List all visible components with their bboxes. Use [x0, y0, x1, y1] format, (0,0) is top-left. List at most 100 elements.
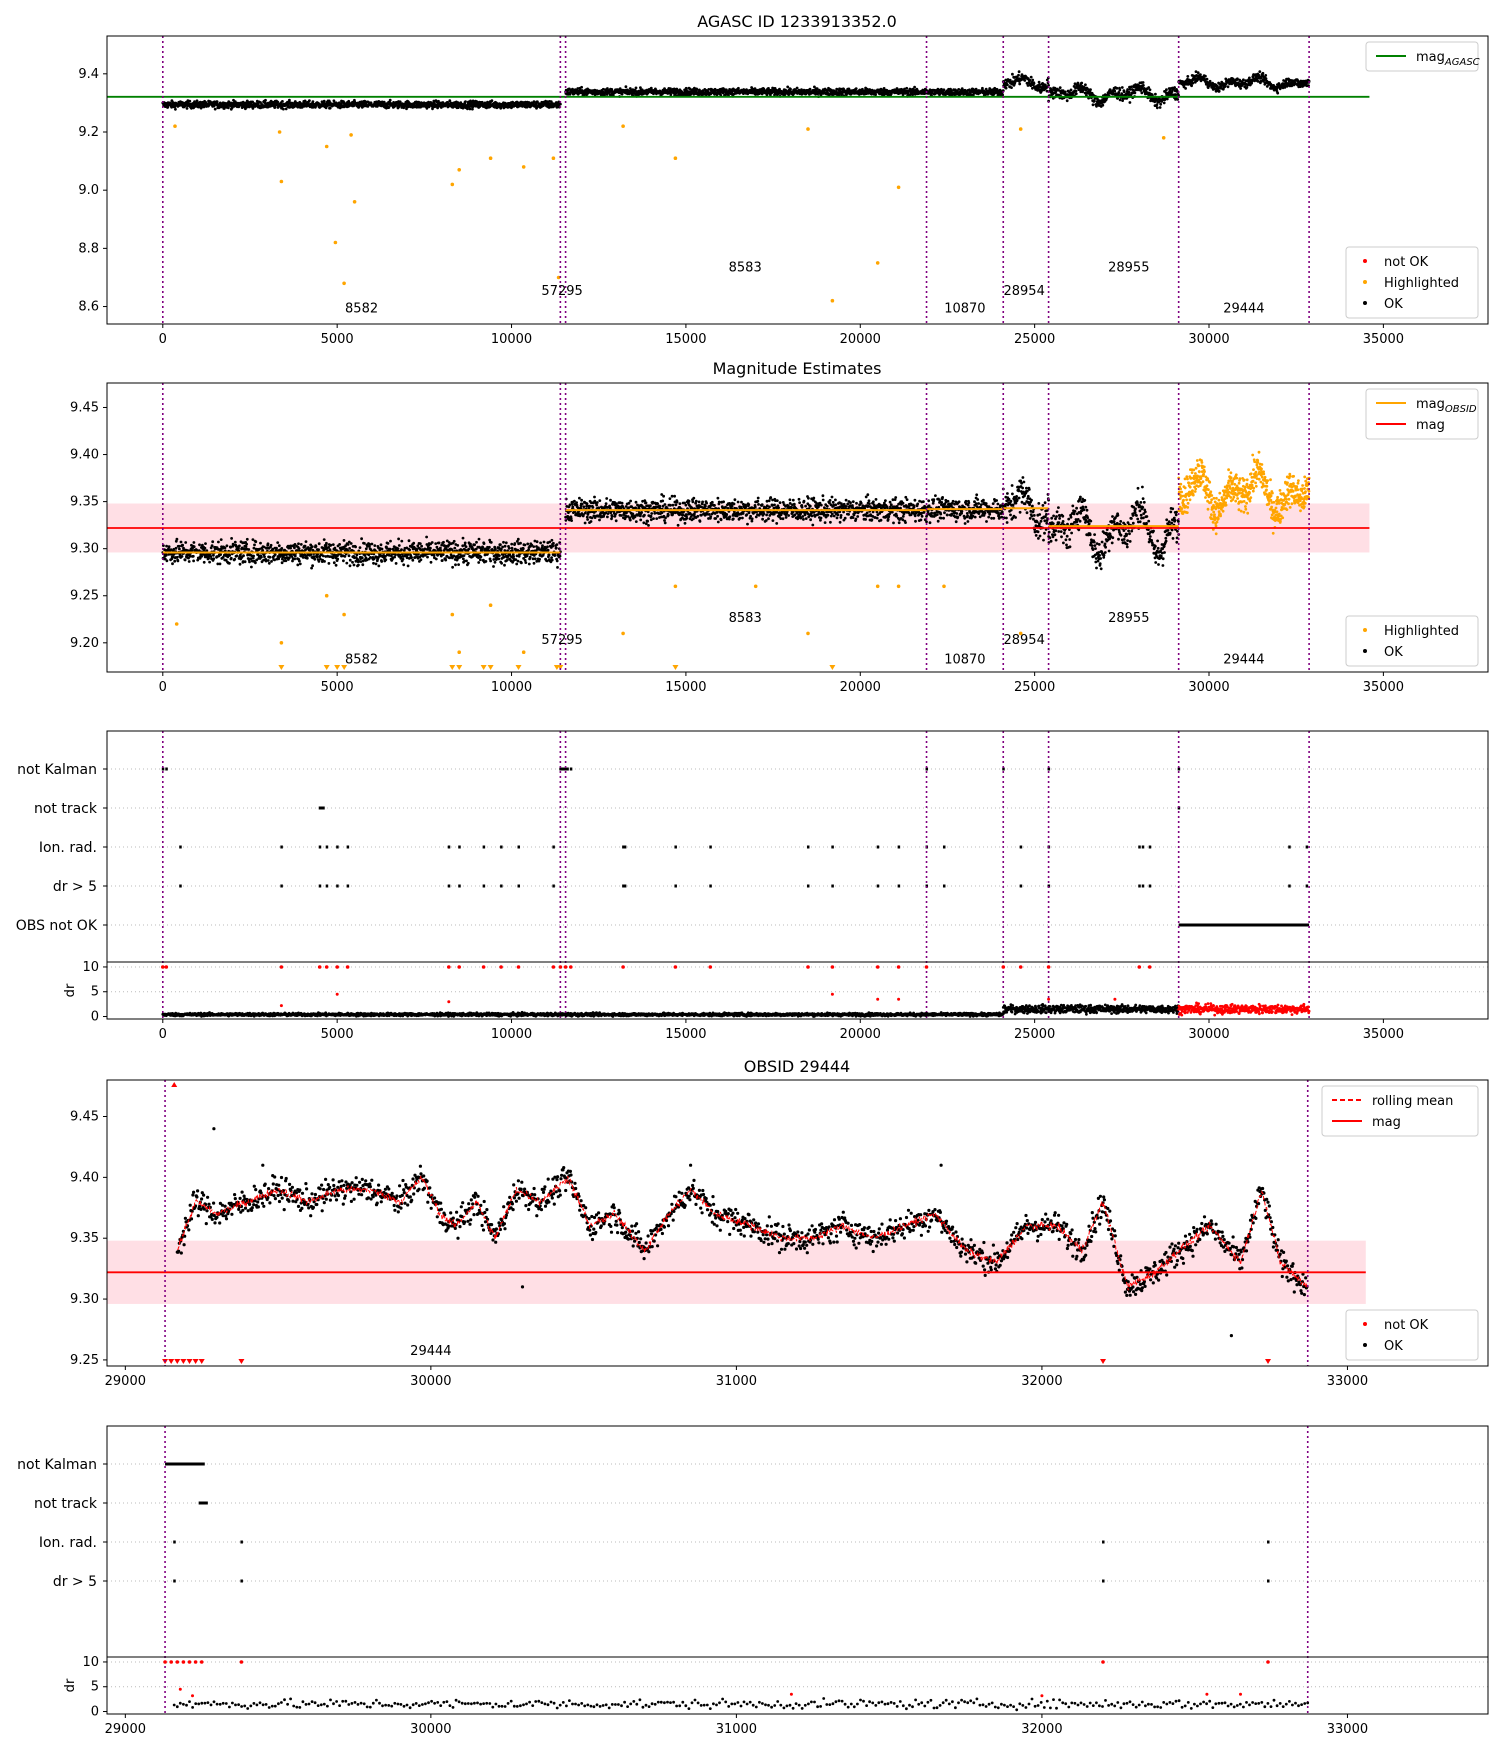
ok-point — [507, 546, 511, 550]
ok-point — [1063, 90, 1067, 94]
ok-point — [432, 554, 436, 557]
ok-point — [610, 88, 614, 91]
ok-point — [304, 540, 308, 543]
ok-point — [786, 85, 790, 89]
ok-point — [299, 543, 303, 546]
ok-point — [789, 87, 792, 91]
panel-title-obsid: OBSID 29444 — [744, 1057, 850, 1076]
ok-point — [1074, 92, 1078, 96]
ok-point — [339, 102, 343, 105]
obsid-label: 8582 — [345, 301, 378, 316]
ok-point — [181, 543, 185, 547]
ok-point — [550, 558, 554, 562]
y-tick-label: 9.2 — [78, 125, 99, 140]
highlighted-point — [349, 133, 353, 137]
highlighted-point — [450, 182, 455, 187]
ok-point — [444, 558, 448, 562]
ok-point — [481, 546, 485, 550]
ok-point — [293, 546, 296, 550]
ok-point — [311, 100, 315, 104]
ok-point — [957, 88, 961, 91]
ok-point — [669, 93, 673, 97]
ok-point — [332, 561, 336, 565]
ok-point — [235, 554, 239, 558]
legend-label: not OK — [1384, 255, 1429, 270]
ok-point — [363, 542, 366, 545]
ok-point — [525, 554, 529, 558]
ok-point — [284, 559, 288, 563]
ok-point — [1199, 73, 1202, 76]
ok-point — [714, 88, 717, 92]
ok-point — [233, 557, 237, 561]
ok-point — [263, 555, 266, 559]
ok-point — [628, 87, 632, 90]
ok-point — [489, 559, 492, 563]
x-tick-label: 30000 — [1188, 332, 1229, 347]
ok-point — [346, 543, 350, 546]
ok-point — [191, 554, 195, 558]
ok-point — [461, 536, 465, 540]
ok-point — [269, 543, 273, 547]
ok-point — [331, 543, 335, 546]
ok-point — [230, 537, 234, 540]
y-tick-label: 8.8 — [78, 241, 99, 256]
ok-point — [296, 563, 300, 567]
ok-point — [1069, 88, 1073, 92]
ok-point — [725, 88, 728, 92]
y-tick-label: 9.4 — [78, 67, 99, 82]
ok-point — [167, 545, 171, 549]
ok-point — [520, 561, 523, 565]
ok-point — [542, 540, 546, 544]
ok-point — [203, 546, 207, 550]
ok-point — [310, 566, 313, 570]
ok-point — [1155, 106, 1159, 110]
ok-point — [451, 565, 454, 569]
ok-point — [187, 560, 191, 563]
ok-point — [280, 561, 284, 565]
ok-point — [329, 543, 333, 547]
ok-point — [217, 540, 220, 544]
ok-point — [1065, 99, 1069, 103]
ok-point — [282, 107, 285, 111]
highlighted-point — [457, 168, 462, 172]
ok-point — [1190, 84, 1193, 88]
ok-point — [1120, 86, 1124, 89]
ok-point — [1058, 86, 1062, 89]
ok-point — [620, 92, 624, 96]
highlighted-point — [342, 281, 346, 286]
ok-point — [227, 106, 230, 110]
ok-point — [317, 548, 320, 552]
ok-point — [500, 561, 503, 565]
ok-point — [352, 104, 356, 108]
ok-point — [188, 99, 192, 103]
ok-point — [250, 565, 253, 569]
ok-point — [223, 546, 227, 550]
ok-point — [1133, 91, 1137, 95]
ok-point — [448, 99, 452, 103]
ok-point — [310, 545, 314, 548]
ok-point — [503, 563, 506, 567]
ok-point — [536, 100, 539, 104]
ok-point — [1084, 83, 1087, 87]
ok-point — [538, 557, 541, 561]
ok-point — [695, 88, 699, 91]
ok-point — [264, 98, 267, 102]
ok-point — [1117, 91, 1121, 94]
ok-point — [453, 546, 457, 550]
ok-point — [174, 107, 177, 111]
ok-point — [327, 562, 331, 565]
ok-point — [1074, 89, 1078, 93]
ok-point — [488, 545, 491, 549]
ok-point — [238, 562, 242, 566]
ok-point — [334, 563, 338, 567]
panel-title-magnitude-estimates: Magnitude Estimates — [713, 359, 882, 378]
ok-point — [317, 102, 321, 106]
ok-point — [511, 100, 514, 104]
ok-point — [311, 564, 314, 568]
ok-point — [228, 561, 231, 565]
ok-point — [1242, 78, 1245, 82]
ok-point — [1004, 86, 1008, 90]
ok-point — [309, 553, 313, 556]
ok-point — [202, 560, 206, 564]
